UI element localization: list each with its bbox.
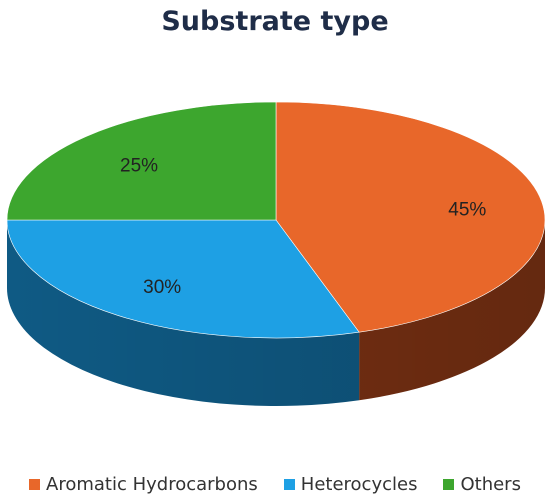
chart-title: Substrate type: [161, 6, 389, 37]
legend-label-others: Others: [460, 474, 521, 495]
legend-label-heterocycles: Heterocycles: [300, 474, 418, 495]
pie-slice-others: [6, 101, 277, 221]
legend-swatch-others: [443, 479, 455, 490]
legend-item-aromatic-hydrocarbons: Aromatic Hydrocarbons: [29, 474, 258, 495]
data-label-heterocycles: 30%: [143, 277, 181, 298]
legend-swatch-aromatic-hydrocarbons: [29, 479, 41, 490]
legend: Aromatic Hydrocarbons Heterocycles Others: [0, 474, 550, 495]
data-label-aromatic-hydrocarbons: 45%: [448, 199, 486, 220]
pie-slice-heterocycles: [6, 219, 360, 339]
legend-swatch-heterocycles: [283, 479, 295, 490]
legend-item-heterocycles: Heterocycles: [283, 474, 418, 495]
pie-slice-aromatic-hydrocarbons: [275, 101, 546, 333]
pie-labels: 45% 30% 25%: [120, 155, 486, 298]
pie-tops: [6, 101, 546, 339]
pie-sides: [7, 220, 545, 406]
data-label-others: 25%: [120, 155, 158, 176]
legend-label-aromatic-hydrocarbons: Aromatic Hydrocarbons: [46, 474, 258, 495]
legend-item-others: Others: [443, 474, 521, 495]
pie-side-shading: [7, 220, 545, 406]
